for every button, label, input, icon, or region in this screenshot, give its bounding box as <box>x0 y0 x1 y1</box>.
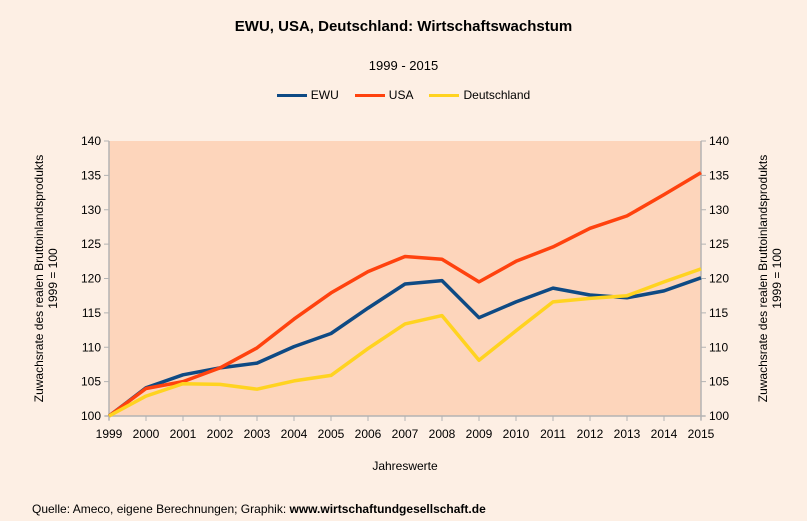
y-axis-title-right-line1: Zuwachsrate des realen Bruttoinlandsprod… <box>756 155 770 402</box>
y-tick-label-left: 100 <box>81 409 101 423</box>
legend-item-ewu: EWU <box>276 88 339 102</box>
y-tick-label-right: 115 <box>709 306 728 320</box>
x-tick-label: 2008 <box>429 427 456 441</box>
y-tick-label-right: 105 <box>709 375 729 389</box>
x-tick-label: 2002 <box>207 427 234 441</box>
legend-label-usa: USA <box>388 88 414 102</box>
source-note: Quelle: Ameco, eigene Berechnungen; Grap… <box>32 502 486 516</box>
legend-label-deutschland: Deutschland <box>463 88 531 102</box>
x-tick-label: 2000 <box>133 427 160 441</box>
source-text: Quelle: Ameco, eigene Berechnungen; Grap… <box>32 502 290 516</box>
y-tick-label-left: 130 <box>81 203 101 217</box>
y-tick-label-right: 125 <box>709 237 729 251</box>
legend-label-ewu: EWU <box>310 88 339 102</box>
x-axis-title: Jahreswerte <box>372 459 438 473</box>
legend: EWU USA Deutschland <box>0 88 807 102</box>
y-tick-label-left: 125 <box>81 237 101 251</box>
x-tick-label: 1999 <box>96 427 123 441</box>
x-tick-label: 2003 <box>244 427 271 441</box>
chart-title: EWU, USA, Deutschland: Wirtschaftswachst… <box>234 18 573 35</box>
y-tick-label-left: 140 <box>81 134 101 148</box>
x-tick-label: 2010 <box>503 427 530 441</box>
y-tick-label-left: 105 <box>81 375 101 389</box>
x-tick-label: 2005 <box>318 427 345 441</box>
chart-subtitle: 1999 - 2015 <box>368 58 439 73</box>
legend-swatch-deutschland <box>429 93 460 97</box>
source-link[interactable]: www.wirtschaftundgesellschaft.de <box>289 502 486 516</box>
x-tick-label: 2011 <box>540 427 566 441</box>
y-tick-label-right: 135 <box>709 168 729 182</box>
x-tick-label: 2009 <box>466 427 493 441</box>
y-tick-label-right: 100 <box>709 409 729 423</box>
legend-swatch-usa <box>354 93 385 97</box>
legend-item-usa: USA <box>354 88 414 102</box>
x-tick-label: 2014 <box>651 427 678 441</box>
x-tick-label: 2015 <box>688 427 715 441</box>
y-tick-label-right: 140 <box>709 134 729 148</box>
y-axis-title-left-line1: Zuwachsrate des realen Bruttoinlandsprod… <box>32 155 46 402</box>
x-tick-label: 2001 <box>170 427 197 441</box>
y-tick-label-left: 135 <box>81 168 101 182</box>
y-axis-title-right-line2: 1999 = 100 <box>770 248 784 309</box>
x-tick-label: 2007 <box>392 427 419 441</box>
y-axis-title-left-line2: 1999 = 100 <box>46 248 60 309</box>
y-tick-label-left: 110 <box>82 340 101 354</box>
y-tick-label-right: 110 <box>709 340 728 354</box>
x-tick-label: 2012 <box>577 427 604 441</box>
y-tick-label-left: 115 <box>82 306 101 320</box>
y-tick-label-right: 120 <box>709 272 729 286</box>
y-tick-label-right: 130 <box>709 203 729 217</box>
x-tick-label: 2006 <box>355 427 382 441</box>
legend-item-deutschland: Deutschland <box>429 88 530 102</box>
y-tick-label-left: 120 <box>81 272 101 286</box>
x-tick-label: 2004 <box>281 427 308 441</box>
legend-swatch-ewu <box>276 93 307 97</box>
x-tick-label: 2013 <box>614 427 641 441</box>
